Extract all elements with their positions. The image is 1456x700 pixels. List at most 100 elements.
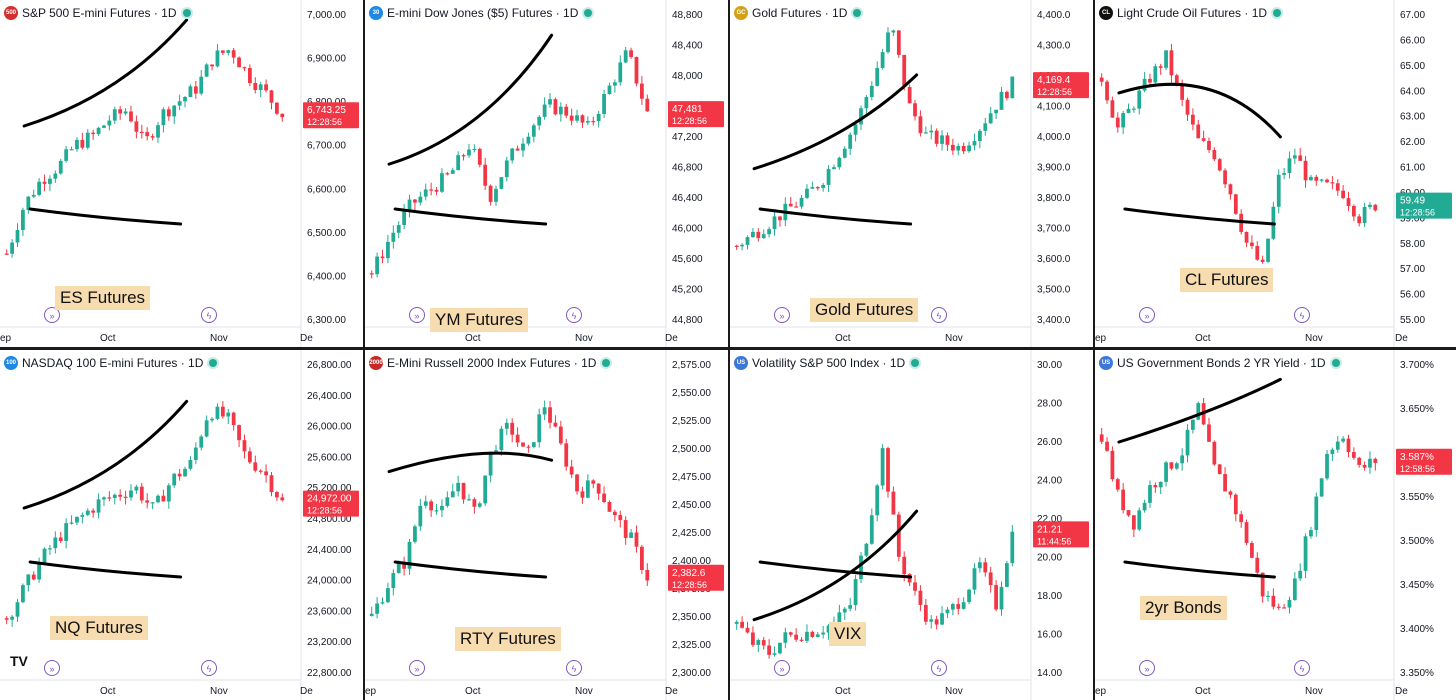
chart-panel-vix[interactable]: 30.00 28.00 26.00 24.00 22.00 20.00 18.00 16.00… xyxy=(730,350,1093,700)
chart-header[interactable]: 2000 E-Mini Russell 2000 Index Futures · … xyxy=(369,356,611,370)
candle-body xyxy=(761,640,766,646)
candle-body xyxy=(1131,108,1136,110)
y-tick-label: 3.650% xyxy=(1400,404,1434,415)
lightning-icon[interactable]: ϟ xyxy=(1294,307,1310,323)
drawn-trendline xyxy=(22,399,189,510)
y-tick-label: 6,900.00 xyxy=(307,54,346,65)
candle-body xyxy=(450,491,455,498)
chart-panel-rty[interactable]: 2,575.00 2,550.00 2,525.00 2,500.00 2,475.00… xyxy=(365,350,728,700)
candle-body xyxy=(102,125,106,128)
replay-icon[interactable]: » xyxy=(44,307,60,323)
candle-body xyxy=(1217,159,1222,171)
chart-header[interactable]: US US Government Bonds 2 YR Yield · 1D xyxy=(1099,356,1340,370)
lightning-icon[interactable]: ϟ xyxy=(201,660,217,676)
chart-header[interactable]: GC Gold Futures · 1D xyxy=(734,6,862,20)
chart-panel-nq[interactable]: 26,800.00 26,400.00 26,000.00 25,600.00 25,2… xyxy=(0,350,363,700)
candle-body xyxy=(799,197,804,207)
candle-body xyxy=(1207,140,1211,151)
candle-body xyxy=(1255,557,1260,573)
candle-body xyxy=(886,32,890,53)
replay-icon[interactable]: » xyxy=(1139,660,1155,676)
candle-body xyxy=(1260,259,1265,262)
candle-body xyxy=(1196,403,1201,420)
candle-body xyxy=(1335,183,1340,191)
candle-body xyxy=(1110,450,1115,480)
candle-body xyxy=(961,602,966,609)
candle-body xyxy=(42,181,47,184)
candle-body xyxy=(961,145,966,152)
candle-body xyxy=(805,631,809,641)
lightning-icon[interactable]: ϟ xyxy=(931,660,947,676)
chart-label: CL Futures xyxy=(1180,268,1274,292)
candle-body xyxy=(183,468,187,477)
candle-body xyxy=(799,639,804,641)
replay-icon[interactable]: » xyxy=(774,660,790,676)
candle-body xyxy=(1010,531,1015,564)
y-tick-label: 2,575.00 xyxy=(672,360,711,371)
y-tick-label: 3,700.0 xyxy=(1037,224,1071,235)
chart-panel-cl[interactable]: 67.0066.0065.0064.0063.0062.0061.0060.00… xyxy=(1095,0,1456,347)
y-tick-label: 57.00 xyxy=(1400,264,1425,275)
lightning-icon[interactable]: ϟ xyxy=(201,307,217,323)
candle-body xyxy=(1217,464,1222,475)
candle-body xyxy=(558,106,563,115)
chart-header[interactable]: 500 S&P 500 E-mini Futures · 1D xyxy=(4,6,191,20)
candle-body xyxy=(940,613,944,625)
candle-body xyxy=(177,101,182,106)
candle-body xyxy=(264,471,268,476)
candle-body xyxy=(859,555,863,580)
candle-body xyxy=(945,135,950,145)
candle-body xyxy=(402,563,407,569)
candle-body xyxy=(396,563,401,574)
chart-panel-es[interactable]: 7,000.006,900.006,800.006,700.006,600.00… xyxy=(0,0,363,347)
y-tick-label: 24,400.00 xyxy=(307,545,352,556)
candle-body xyxy=(956,604,961,609)
candle-body xyxy=(1282,607,1286,609)
candle-body xyxy=(210,418,214,421)
chart-header[interactable]: 30 E-mini Dow Jones ($5) Futures · 1D xyxy=(369,6,593,20)
candle-body xyxy=(645,569,650,581)
candle-body xyxy=(913,582,917,591)
replay-icon[interactable]: » xyxy=(409,660,425,676)
candle-body xyxy=(396,225,401,233)
chart-header[interactable]: 100 NASDAQ 100 E-mini Futures · 1D xyxy=(4,356,218,370)
candle-body xyxy=(15,229,20,243)
candle-body xyxy=(526,136,531,144)
drawn-support-line xyxy=(758,207,913,226)
price-tag-time: 12:28:56 xyxy=(1400,208,1435,218)
x-tick-label: ep xyxy=(1095,686,1107,697)
chart-panel-ym[interactable]: 48,80048,40048,00047,60047,20046,80046,4… xyxy=(365,0,728,347)
candle-body xyxy=(778,642,782,654)
candle-body xyxy=(734,621,739,624)
chart-panel-bonds[interactable]: 3.700%3.650%3.600%3.550%3.500%3.450%3.40… xyxy=(1095,350,1456,700)
chart-title: NASDAQ 100 E-mini Futures · 1D xyxy=(22,356,204,370)
replay-icon[interactable]: » xyxy=(1139,307,1155,323)
lightning-icon[interactable]: ϟ xyxy=(566,307,582,323)
replay-icon[interactable]: » xyxy=(774,307,790,323)
lightning-icon[interactable]: ϟ xyxy=(1294,660,1310,676)
candle-body xyxy=(756,231,761,239)
chart-panel-gold[interactable]: 4,400.04,300.04,200.04,100.04,000.03,900… xyxy=(730,0,1093,347)
drawn-support-line xyxy=(1123,560,1276,579)
candle-body xyxy=(864,97,869,109)
chart-header[interactable]: CL Light Crude Oil Futures · 1D xyxy=(1099,6,1282,20)
candle-body xyxy=(994,585,998,610)
live-dot-icon xyxy=(602,359,611,367)
candle-body xyxy=(156,495,160,503)
replay-icon[interactable]: » xyxy=(44,660,60,676)
panel-divider xyxy=(1093,0,1095,700)
chart-header[interactable]: US Volatility S&P 500 Index · 1D xyxy=(734,356,920,370)
candle-body xyxy=(788,203,793,207)
lightning-icon[interactable]: ϟ xyxy=(566,660,582,676)
candle-body xyxy=(918,116,923,134)
candle-body xyxy=(618,62,623,83)
y-tick-label: 2,425.00 xyxy=(672,528,711,539)
candle-body xyxy=(31,194,36,197)
x-tick-label: Oct xyxy=(835,333,851,344)
candle-body xyxy=(1298,155,1303,161)
candle-body xyxy=(826,169,831,185)
candle-body xyxy=(134,121,139,132)
replay-icon[interactable]: » xyxy=(409,307,425,323)
lightning-icon[interactable]: ϟ xyxy=(931,307,947,323)
candle-body xyxy=(848,134,853,149)
